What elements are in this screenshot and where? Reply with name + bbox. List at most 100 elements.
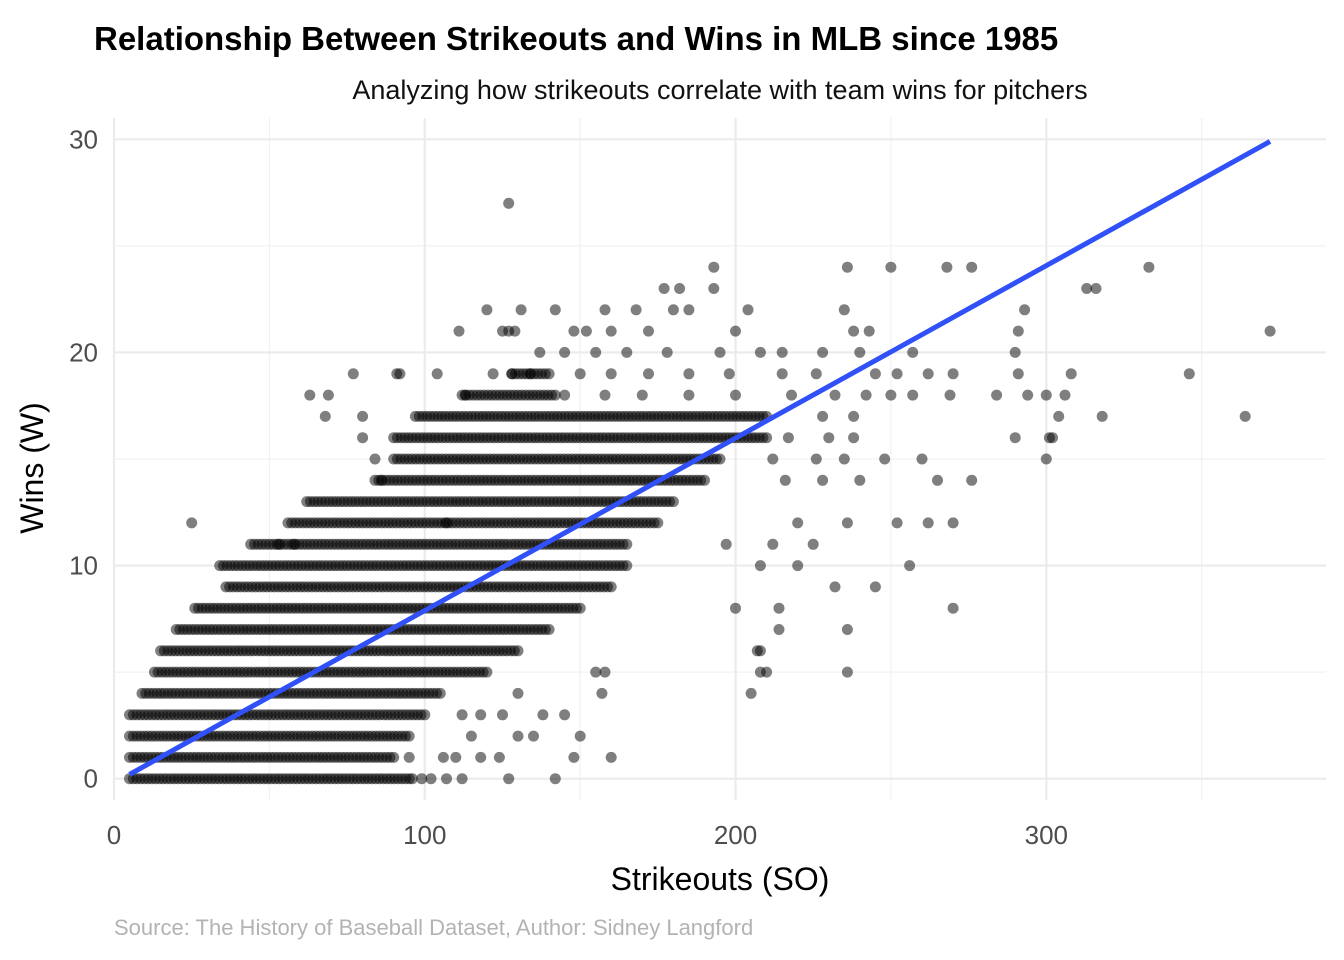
data-point [403, 751, 415, 763]
data-point [885, 389, 897, 401]
data-point [304, 389, 316, 401]
data-point [425, 773, 437, 785]
chart-subtitle: Analyzing how strikeouts correlate with … [352, 75, 1087, 105]
data-point [636, 389, 648, 401]
data-point [475, 751, 487, 763]
data-point [745, 687, 757, 699]
data-point [966, 261, 978, 273]
data-point [574, 602, 586, 614]
data-point [782, 432, 794, 444]
data-point [456, 773, 468, 785]
data-point [848, 410, 860, 422]
x-axis-ticks: 0 100 200 300 [107, 820, 1068, 850]
data-point [475, 709, 487, 721]
y-axis-title: Wins (W) [14, 402, 50, 534]
data-point [817, 346, 829, 358]
data-points [124, 197, 1276, 785]
chart-title: Relationship Between Strikeouts and Wins… [94, 20, 1058, 57]
data-point [792, 560, 804, 572]
data-point [991, 389, 1003, 401]
data-point [357, 410, 369, 422]
data-point [503, 197, 515, 209]
data-point [319, 410, 331, 422]
data-point [1065, 368, 1077, 380]
data-point [288, 538, 300, 550]
data-point [817, 410, 829, 422]
data-point [754, 346, 766, 358]
data-point [481, 666, 493, 678]
data-point [621, 346, 633, 358]
data-point [580, 325, 592, 337]
data-point [403, 730, 415, 742]
data-point [630, 304, 642, 316]
data-point [419, 709, 431, 721]
data-point [441, 517, 452, 529]
data-point [1264, 325, 1276, 337]
data-point [493, 751, 505, 763]
data-point [375, 474, 387, 486]
data-point [761, 432, 773, 444]
data-point [944, 389, 956, 401]
data-point [568, 751, 580, 763]
data-point [904, 560, 916, 572]
data-point [605, 581, 617, 593]
data-point [512, 645, 524, 657]
data-point [841, 517, 853, 529]
data-point [406, 773, 418, 785]
data-point [273, 538, 285, 550]
data-point [907, 389, 919, 401]
data-point [742, 304, 754, 316]
data-point [450, 751, 462, 763]
data-point [947, 602, 959, 614]
data-point [786, 389, 797, 401]
chart-caption: Source: The History of Baseball Dataset,… [114, 915, 753, 940]
data-point [605, 325, 617, 337]
data-point [922, 368, 934, 380]
data-point [761, 666, 773, 678]
data-point [699, 474, 710, 486]
data-point [524, 368, 536, 380]
data-point [1012, 368, 1024, 380]
data-point [674, 283, 686, 294]
data-point [416, 773, 428, 785]
data-point [590, 666, 602, 678]
data-point [186, 517, 198, 529]
data-point [863, 325, 875, 337]
data-point [534, 346, 546, 358]
data-point [658, 283, 670, 294]
data-point [453, 325, 465, 337]
data-point [1019, 304, 1031, 316]
x-tick-label: 100 [403, 820, 446, 850]
data-point [1047, 432, 1058, 444]
x-axis-title: Strikeouts (SO) [611, 861, 830, 897]
data-point [829, 389, 841, 401]
x-tick-label: 200 [714, 820, 757, 850]
data-point [966, 474, 978, 486]
data-point [652, 517, 664, 529]
data-point [776, 368, 788, 380]
data-point [848, 325, 860, 337]
y-tick-label: 20 [69, 337, 98, 367]
data-point [599, 304, 611, 316]
data-point [590, 346, 602, 358]
data-point [1059, 389, 1071, 401]
data-point [807, 538, 819, 550]
data-point [661, 346, 673, 358]
data-point [907, 346, 919, 358]
data-point [1009, 346, 1021, 358]
data-point [754, 560, 766, 572]
y-tick-label: 0 [84, 764, 98, 794]
data-point [879, 453, 891, 465]
data-point [434, 687, 446, 699]
data-point [605, 751, 617, 763]
data-point [838, 304, 850, 316]
data-point [437, 751, 449, 763]
data-point [621, 538, 633, 550]
data-point [431, 368, 443, 380]
data-point [823, 432, 835, 444]
data-point [394, 368, 406, 380]
data-point [941, 261, 953, 273]
data-point [1081, 283, 1093, 294]
data-point [730, 389, 741, 401]
